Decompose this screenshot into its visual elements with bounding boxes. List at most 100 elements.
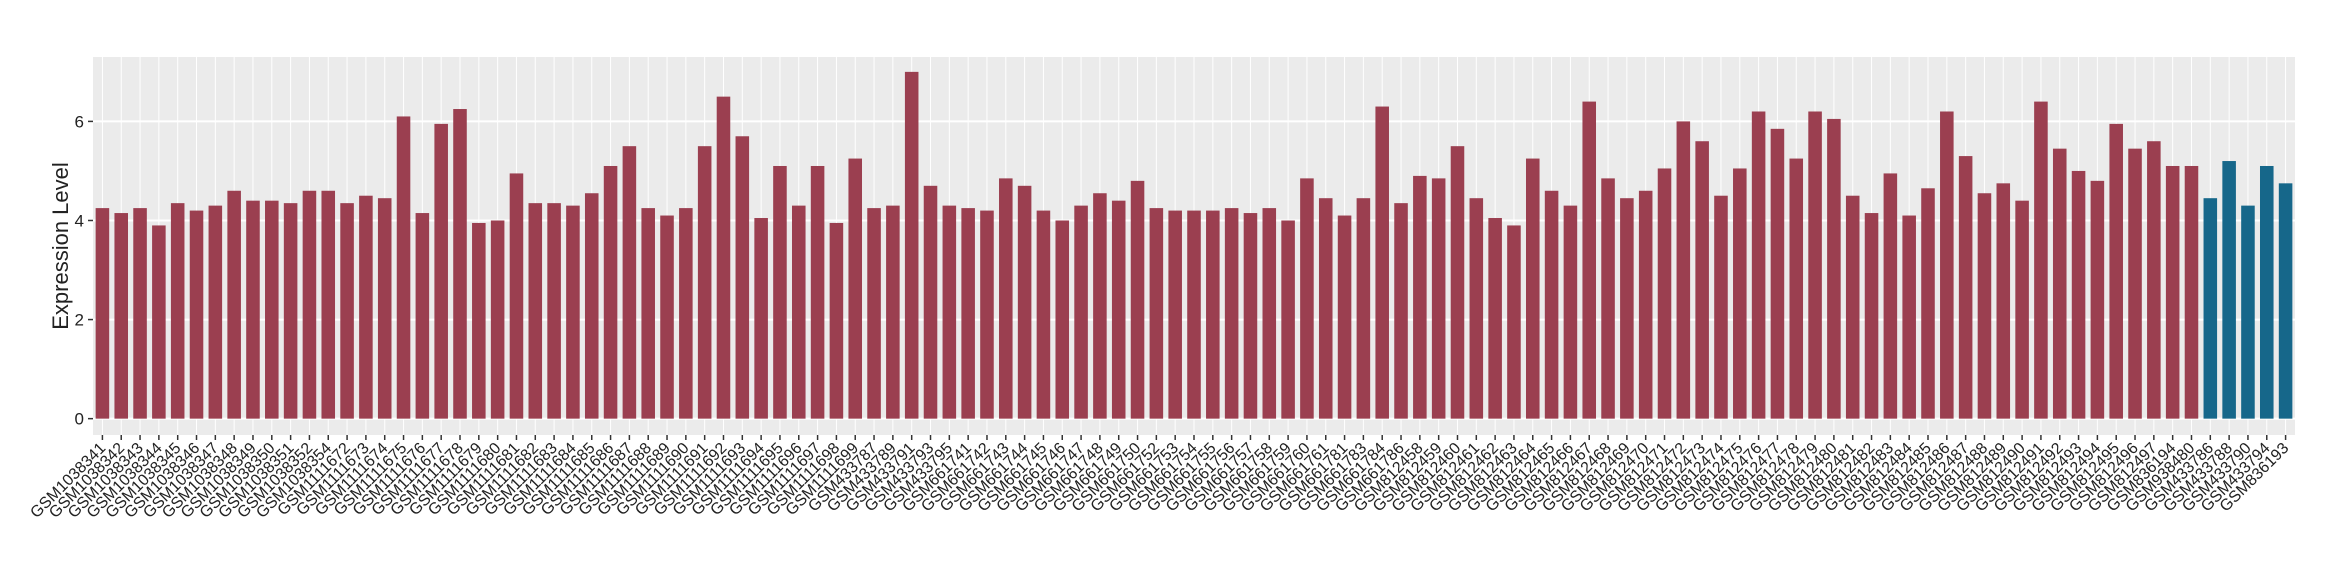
bar: [2259, 165, 2274, 419]
bar: [867, 208, 881, 419]
bar: [1789, 158, 1804, 419]
bar: [359, 195, 373, 419]
bar: [1827, 118, 1841, 419]
bar: [170, 203, 185, 419]
bar: [791, 205, 806, 419]
bar: [904, 71, 919, 419]
bar: [2222, 161, 2236, 419]
bar: [1676, 121, 1691, 419]
bar: [1507, 225, 1521, 419]
bar: [1902, 215, 1916, 419]
bar: [980, 210, 994, 419]
bar: [1262, 208, 1277, 419]
bar: [584, 193, 599, 419]
bar: [1582, 101, 1597, 419]
bar: [848, 158, 863, 419]
bar: [622, 146, 637, 419]
bar: [1940, 111, 1954, 419]
bar: [2071, 170, 2086, 419]
bar: [453, 109, 467, 419]
bar: [1488, 218, 1502, 419]
bar: [1751, 111, 1766, 419]
bar: [377, 198, 392, 419]
bar: [415, 213, 430, 419]
bar: [2241, 205, 2255, 419]
bar: [1243, 213, 1258, 419]
bar: [340, 203, 354, 419]
bar: [227, 190, 241, 419]
bar: [1055, 220, 1070, 419]
bar: [133, 208, 147, 419]
bar: [1149, 208, 1164, 419]
bar: [1356, 198, 1371, 419]
bar: [2109, 123, 2123, 419]
bar: [1770, 128, 1785, 419]
bar: [1413, 175, 1427, 419]
bar: [1017, 185, 1032, 419]
bar: [1657, 168, 1672, 419]
bar: [208, 205, 223, 419]
bar: [886, 205, 900, 419]
bar: [1036, 210, 1051, 419]
bar: [735, 136, 750, 419]
bar: [1845, 195, 1860, 419]
bar: [773, 165, 787, 419]
bar: [961, 208, 975, 419]
bar: [1074, 205, 1088, 419]
bar: [2090, 180, 2105, 419]
bar: [679, 208, 693, 419]
bar: [114, 213, 129, 419]
bar: [1601, 178, 1615, 419]
bar: [923, 185, 938, 419]
bar: [2184, 165, 2199, 419]
bar: [1620, 198, 1634, 419]
bar: [1883, 173, 1898, 419]
bar: [95, 208, 110, 419]
bar: [283, 203, 298, 419]
bar: [434, 123, 448, 419]
y-axis-label: Expression Level: [48, 162, 73, 330]
bar: [321, 190, 336, 419]
bar: [490, 220, 505, 419]
bar: [1714, 195, 1728, 419]
bar: [1544, 190, 1559, 419]
bar: [189, 210, 204, 419]
bar: [999, 178, 1013, 419]
bar: [1206, 210, 1220, 419]
bar: [660, 215, 674, 419]
bar: [1450, 146, 1465, 419]
bar: [1130, 180, 1145, 419]
bar: [1864, 213, 1879, 419]
bar: [1563, 205, 1578, 419]
bar: [1695, 141, 1709, 419]
bar: [547, 203, 561, 419]
bar: [810, 165, 825, 419]
bar: [2015, 200, 2029, 419]
bar: [603, 165, 618, 419]
bar: [2203, 198, 2218, 419]
bar: [566, 205, 580, 419]
bar: [2147, 141, 2161, 419]
bar: [1525, 158, 1540, 419]
bar: [2052, 148, 2067, 419]
bar: [1921, 188, 1935, 419]
bar: [528, 203, 543, 419]
bar: [1168, 210, 1182, 419]
bar: [1638, 190, 1653, 419]
y-tick-label: 6: [75, 112, 84, 131]
bar: [1093, 193, 1107, 419]
bar: [1996, 183, 2011, 419]
bar: [829, 222, 844, 419]
bar: [641, 208, 655, 419]
bar: [2128, 148, 2142, 419]
y-tick-label: 4: [75, 211, 84, 230]
bar: [2034, 101, 2048, 419]
bar: [472, 222, 486, 419]
bar: [1318, 198, 1333, 419]
bar: [1224, 208, 1239, 419]
bar: [1469, 198, 1484, 419]
bar: [152, 225, 166, 419]
bar: [1281, 220, 1295, 419]
bar: [1431, 178, 1446, 419]
bar: [1394, 203, 1408, 419]
